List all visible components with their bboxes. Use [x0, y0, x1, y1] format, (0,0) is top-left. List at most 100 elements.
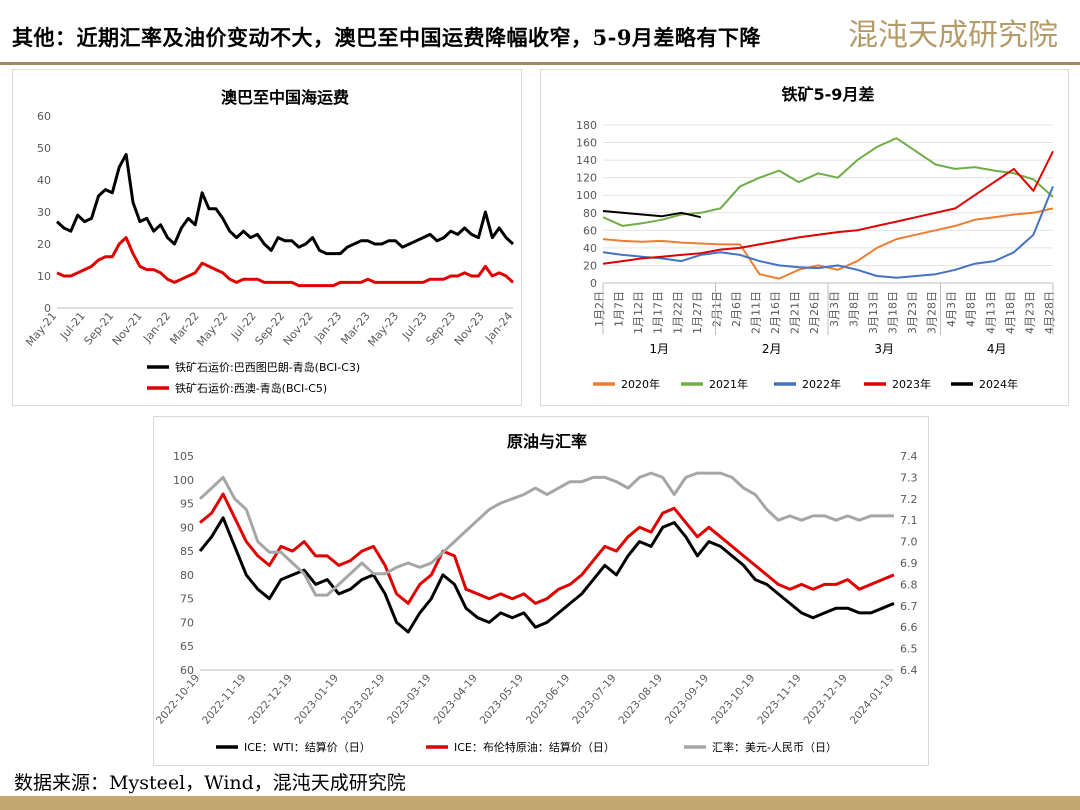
x-tick-label: 2023-05-19 [478, 672, 526, 726]
y2-tick-label: 6.6 [900, 621, 918, 634]
y-tick-label: 65 [180, 640, 194, 653]
x-tick-label: May-23 [365, 310, 401, 349]
legend-label-3: 汇率：美元-人民币（日） [712, 740, 837, 754]
y2-tick-label: 7.0 [900, 536, 918, 549]
y2-tick-label: 7.1 [900, 514, 918, 527]
legend-label-1: ICE：WTI：结算价（日） [244, 740, 371, 754]
chart-spread-panel: 铁矿5-9月差 0 20 40 60 80 100 120 140 160 180 1月2日 1月7日 1… [540, 69, 1069, 406]
chart-title: 原油与汇率 [507, 432, 587, 451]
y-tick-label: 20 [583, 259, 597, 272]
legend-label-5: 2024年 [979, 377, 1018, 391]
x-tick-label: 2023-07-19 [570, 672, 618, 726]
y2-tick-label: 7.4 [900, 450, 918, 463]
x-tick-label: 1月2日 [593, 291, 606, 327]
legend-label-2: ICE：布伦特原油：结算价（日） [454, 740, 615, 754]
legend-label-4: 2023年 [892, 377, 931, 391]
y-tick-label: 90 [180, 521, 194, 534]
x-tick-label: 2024-01-19 [848, 672, 896, 726]
y2-tick-label: 7.2 [900, 493, 918, 506]
x-tick-label: May-22 [194, 310, 230, 349]
y-tick-label: 80 [180, 569, 194, 582]
chart-spread: 铁矿5-9月差 0 20 40 60 80 100 120 140 160 180 1月2日 1月7日 1… [576, 85, 1056, 391]
x-tick-label: Nov-21 [110, 310, 145, 348]
y-tick-label: 140 [576, 154, 597, 167]
series-line-3 [602, 186, 1054, 279]
y2-tick-label: 6.8 [900, 578, 918, 591]
x-tick-label: 2023-11-19 [755, 672, 803, 726]
legend-label-1: 铁矿石运价:巴西图巴朗-青岛(BCI-C3) [175, 360, 360, 374]
month-group-label: 2月 [762, 342, 782, 356]
x-tick-label: 2月1日 [710, 291, 723, 327]
x-tick-label: 3月13日 [867, 291, 880, 334]
series-line-1 [198, 516, 895, 634]
chart-oil-fx: 原油与汇率 60 65 70 75 80 85 90 95 100 105 6.4 6.5 6.6 6.7 6… [154, 432, 918, 754]
series-line-2 [56, 236, 515, 288]
y-tick-label: 10 [37, 270, 51, 283]
x-tick-label: 1月22日 [671, 291, 684, 334]
y-tick-label: 40 [37, 174, 51, 187]
chart-title: 铁矿5-9月差 [782, 85, 875, 104]
x-tick-label: 4月3日 [945, 291, 958, 327]
series-line-5 [602, 210, 702, 219]
y-tick-label: 0 [590, 277, 597, 290]
y-tick-label: 60 [180, 664, 194, 677]
y-tick-label: 85 [180, 545, 194, 558]
series-line-2 [602, 137, 1054, 227]
brand-logo: 混沌天成研究院 [848, 18, 1058, 53]
y-tick-label: 100 [576, 189, 597, 202]
x-tick-label: Nov-23 [452, 310, 487, 348]
y-tick-label: 60 [583, 224, 597, 237]
y-tick-label: 40 [583, 242, 597, 255]
y-tick-label: 20 [37, 238, 51, 251]
x-tick-label: 1月17日 [652, 291, 665, 334]
y-tick-label: 80 [583, 207, 597, 220]
y-tick-label: 95 [180, 498, 194, 511]
footer-bar [0, 796, 1080, 810]
x-tick-label: 2023-09-19 [663, 672, 711, 726]
x-tick-label: 4月28日 [1043, 291, 1056, 334]
series-line-3 [198, 471, 894, 597]
x-tick-label: 4月18日 [1004, 291, 1017, 334]
x-tick-label: 1月27日 [691, 291, 704, 334]
x-tick-label: 4月8日 [965, 291, 978, 327]
legend-label-2: 铁矿石运价:西澳-青岛(BCI-C5) [175, 381, 327, 395]
x-tick-label: 2023-03-19 [385, 672, 433, 726]
x-tick-label: 4月23日 [1023, 291, 1036, 334]
month-group-label: 1月 [649, 342, 669, 356]
series-line-4 [602, 150, 1054, 265]
x-tick-label: Nov-22 [281, 310, 316, 348]
x-tick-label: 2023-01-19 [293, 672, 341, 726]
x-tick-label: 3月8日 [847, 291, 860, 327]
x-tick-label: 3月23日 [906, 291, 919, 334]
x-tick-label: 1月7日 [613, 291, 626, 327]
x-tick-label: 2月26日 [808, 291, 821, 334]
page-title: 其他：近期汇率及油价变动不大，澳巴至中国运费降幅收窄，5-9月差略有下降 [12, 25, 761, 50]
x-tick-label: 2月11日 [750, 291, 763, 334]
x-tick-label: May-21 [23, 310, 59, 349]
y-tick-label: 100 [173, 474, 194, 487]
x-tick-label: 3月28日 [926, 291, 939, 334]
y2-tick-label: 7.3 [900, 471, 918, 484]
chart-title: 澳巴至中国海运费 [221, 88, 349, 107]
y-tick-label: 0 [44, 302, 51, 315]
chart-freight: 澳巴至中国海运费0102030405060May-21Jul-21Sep-21N… [23, 88, 515, 395]
x-tick-label: 2023-06-19 [524, 672, 572, 726]
x-tick-label: 2023-02-19 [339, 672, 387, 726]
y-tick-label: 70 [180, 616, 194, 629]
x-tick-label: 2月21日 [789, 291, 802, 334]
y-tick-label: 75 [180, 593, 194, 606]
y2-tick-label: 6.4 [900, 664, 918, 677]
logo-text: 混沌天成研究院 [848, 18, 1058, 53]
y2-tick-label: 6.5 [900, 643, 918, 656]
x-tick-label: 2023-10-19 [709, 672, 757, 726]
y-tick-label: 160 [576, 137, 597, 150]
y-tick-label: 180 [576, 119, 597, 132]
chart-oil-fx-panel: 原油与汇率 60 65 70 75 80 85 90 95 100 105 6.4 6.5 6.6 6.7 6… [153, 416, 929, 766]
x-tick-label: 4月13日 [984, 291, 997, 334]
series-line-2 [199, 492, 895, 605]
series-line-1 [55, 152, 515, 256]
x-tick-label: 2022-11-19 [200, 672, 248, 726]
x-tick-label: 2月6日 [730, 291, 743, 327]
x-tick-label: 2022-12-19 [246, 672, 294, 726]
y-tick-label: 120 [576, 172, 597, 185]
